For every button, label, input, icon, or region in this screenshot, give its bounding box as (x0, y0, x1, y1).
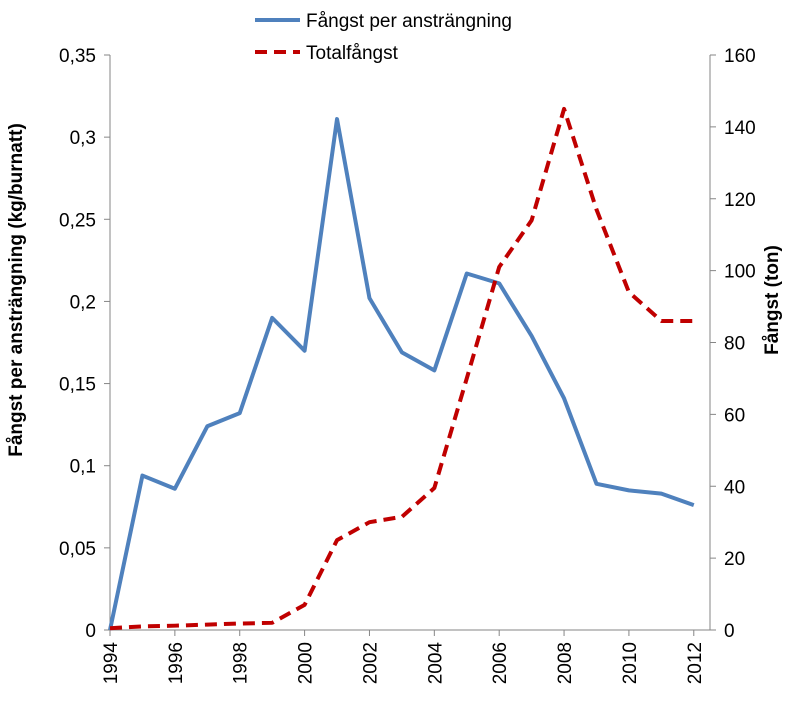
x-tick-label: 2002 (360, 642, 381, 684)
y2-tick-label: 60 (724, 405, 745, 426)
x-tick-label: 2000 (296, 642, 317, 684)
x-tick-label: 2010 (620, 642, 641, 684)
y-tick-label: 0,25 (59, 210, 96, 231)
y2-tick-label: 40 (724, 477, 745, 498)
legend-label: Totalfångst (306, 43, 399, 64)
series-line (108, 117, 695, 631)
x-tick-label: 1994 (101, 642, 122, 685)
legend-label: Fångst per ansträngning (306, 11, 512, 32)
y2-tick-label: 80 (724, 334, 745, 355)
y-tick-label: 0,15 (59, 375, 96, 396)
y2-tick-label: 20 (724, 549, 745, 570)
y2-axis-title: Fångst (ton) (762, 245, 783, 355)
series-line (109, 106, 694, 631)
x-tick-label: 1996 (166, 642, 187, 684)
y2-tick-label: 100 (724, 262, 756, 283)
x-tick-label: 1998 (231, 642, 252, 684)
x-tick-label: 2008 (555, 642, 576, 684)
y2-tick-label: 120 (724, 190, 756, 211)
y-axis-title: Fångst per ansträngning (kg/burnatt) (6, 123, 27, 457)
y-tick-label: 0 (85, 621, 96, 642)
y-tick-label: 0,05 (59, 539, 96, 560)
y-tick-label: 0,1 (70, 457, 96, 478)
y-tick-label: 0,35 (59, 46, 96, 67)
x-tick-label: 2006 (490, 642, 511, 684)
x-tick-label: 2012 (685, 642, 706, 684)
y-tick-label: 0,3 (70, 128, 96, 149)
y2-tick-label: 0 (724, 621, 735, 642)
y-tick-label: 0,2 (70, 292, 96, 313)
y2-tick-label: 140 (724, 118, 756, 139)
y2-tick-label: 160 (724, 46, 756, 67)
x-tick-label: 2004 (425, 642, 446, 685)
